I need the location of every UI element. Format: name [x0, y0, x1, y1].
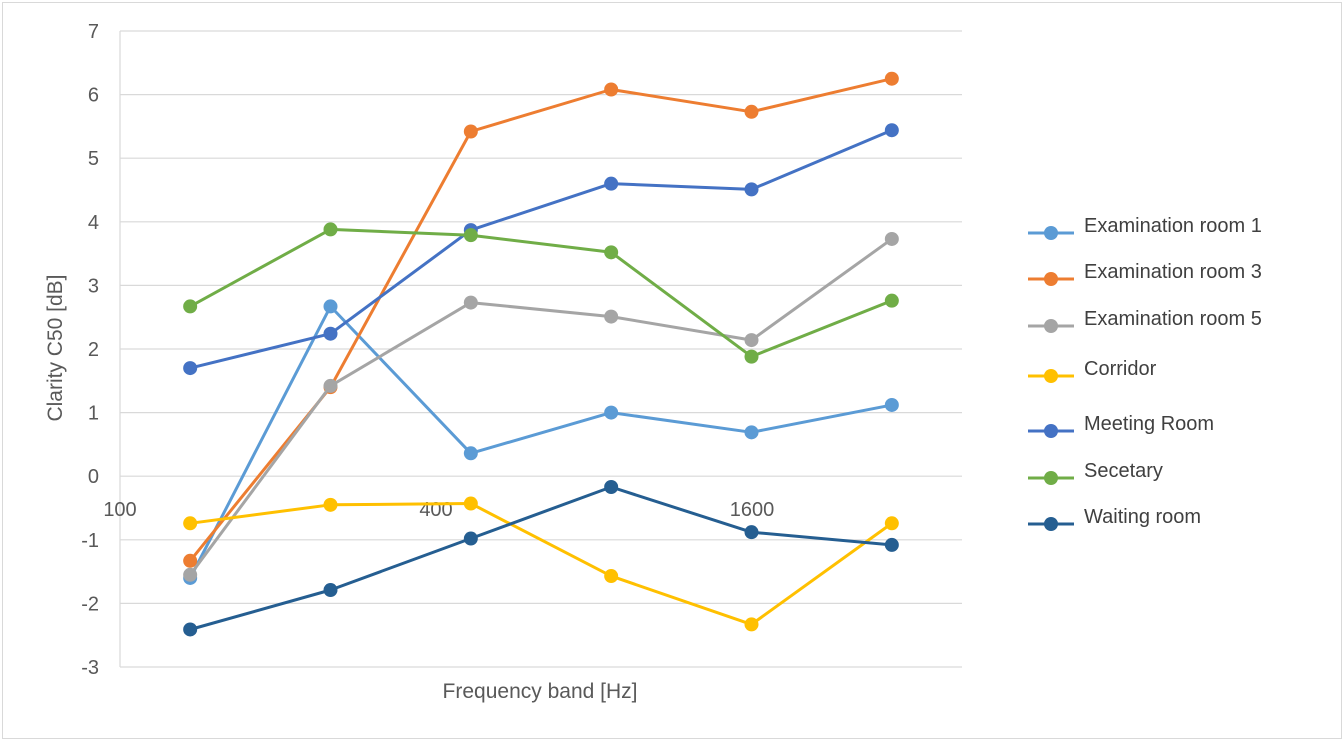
y-tick-label: 2	[88, 339, 99, 361]
data-point	[884, 71, 899, 86]
data-point	[604, 176, 619, 191]
data-point	[183, 299, 198, 314]
legend-item: Secetary	[1028, 460, 1163, 485]
data-point	[463, 228, 478, 243]
legend-item: Corridor	[1028, 358, 1157, 383]
data-point	[323, 299, 338, 314]
data-point	[884, 397, 899, 412]
data-point	[744, 617, 759, 632]
series-corridor	[183, 496, 899, 632]
data-point	[604, 405, 619, 420]
data-point	[323, 497, 338, 512]
y-tick-label: 1	[88, 403, 99, 425]
data-point	[604, 82, 619, 97]
gridlines	[119, 30, 962, 668]
legend-label: Corridor	[1084, 358, 1157, 380]
series-meeting-room	[183, 123, 899, 376]
x-tick-label: 100	[103, 499, 136, 521]
legend-item: Examination room 5	[1028, 308, 1262, 333]
data-point	[463, 295, 478, 310]
legend-swatch-marker	[1044, 272, 1058, 286]
data-point	[884, 516, 899, 531]
data-point	[323, 222, 338, 237]
data-point	[463, 446, 478, 461]
data-point	[744, 104, 759, 119]
legend-item: Examination room 1	[1028, 215, 1262, 240]
y-tick-label: -1	[81, 530, 99, 552]
data-point	[463, 124, 478, 139]
data-point	[744, 349, 759, 364]
data-point	[744, 182, 759, 197]
data-point	[183, 516, 198, 531]
series-examination-room-3	[183, 71, 899, 568]
data-point	[744, 333, 759, 348]
series-line	[188, 304, 893, 579]
data-point	[744, 525, 759, 540]
data-point	[884, 537, 899, 552]
series-line	[188, 237, 893, 576]
data-point	[463, 496, 478, 511]
data-point	[604, 309, 619, 324]
series-line	[189, 77, 893, 562]
legend-label: Examination room 3	[1084, 261, 1262, 283]
y-tick-label: 5	[88, 148, 99, 170]
legend: Examination room 1 Examination room 3 Exam…	[1028, 215, 1262, 531]
series-waiting-room	[183, 480, 899, 637]
data-point	[604, 480, 619, 495]
y-tick-label: -2	[81, 593, 99, 615]
y-tick-label: 7	[88, 21, 99, 43]
legend-item: Meeting Room	[1028, 413, 1214, 438]
legend-label: Secetary	[1084, 460, 1163, 482]
x-axis-title: Frequency band [Hz]	[443, 680, 638, 703]
x-tick-label: 1600	[730, 499, 775, 521]
legend-label: Meeting Room	[1084, 413, 1214, 435]
y-axis-title: Clarity C50 [dB]	[44, 274, 67, 421]
y-tick-label: 6	[88, 85, 99, 107]
data-point	[183, 567, 198, 582]
legend-label: Examination room 5	[1084, 308, 1262, 330]
data-point	[323, 378, 338, 393]
legend-swatch-marker	[1044, 226, 1058, 240]
series-line	[189, 128, 893, 370]
y-tick-labels: -3 -2 -1 0 1 2 3 4 5 6 7	[81, 21, 99, 679]
series-secetary	[183, 222, 899, 364]
data-point	[323, 583, 338, 598]
data-point	[604, 245, 619, 260]
data-point	[183, 361, 198, 376]
legend-swatch-marker	[1044, 517, 1058, 531]
legend-label: Examination room 1	[1084, 215, 1262, 237]
series-line	[189, 227, 893, 359]
legend-label: Waiting room	[1084, 506, 1201, 528]
data-point	[604, 569, 619, 584]
y-tick-label: 0	[88, 466, 99, 488]
plot-area	[183, 71, 899, 637]
series-examination-room-5	[183, 231, 899, 582]
series-line	[189, 485, 892, 631]
data-point	[183, 622, 198, 637]
data-point	[463, 531, 478, 546]
y-tick-label: 4	[88, 212, 99, 234]
legend-item: Waiting room	[1028, 506, 1201, 531]
legend-swatch-marker	[1044, 424, 1058, 438]
legend-item: Examination room 3	[1028, 261, 1262, 286]
data-point	[884, 123, 899, 138]
y-tick-label: 3	[88, 275, 99, 297]
data-point	[884, 293, 899, 308]
y-tick-label: -3	[81, 657, 99, 679]
series-line	[190, 502, 893, 626]
legend-swatch-marker	[1044, 471, 1058, 485]
data-point	[884, 231, 899, 246]
legend-swatch-marker	[1044, 319, 1058, 333]
data-point	[183, 553, 198, 568]
legend-swatch-marker	[1044, 369, 1058, 383]
data-point	[323, 326, 338, 341]
data-point	[744, 425, 759, 440]
